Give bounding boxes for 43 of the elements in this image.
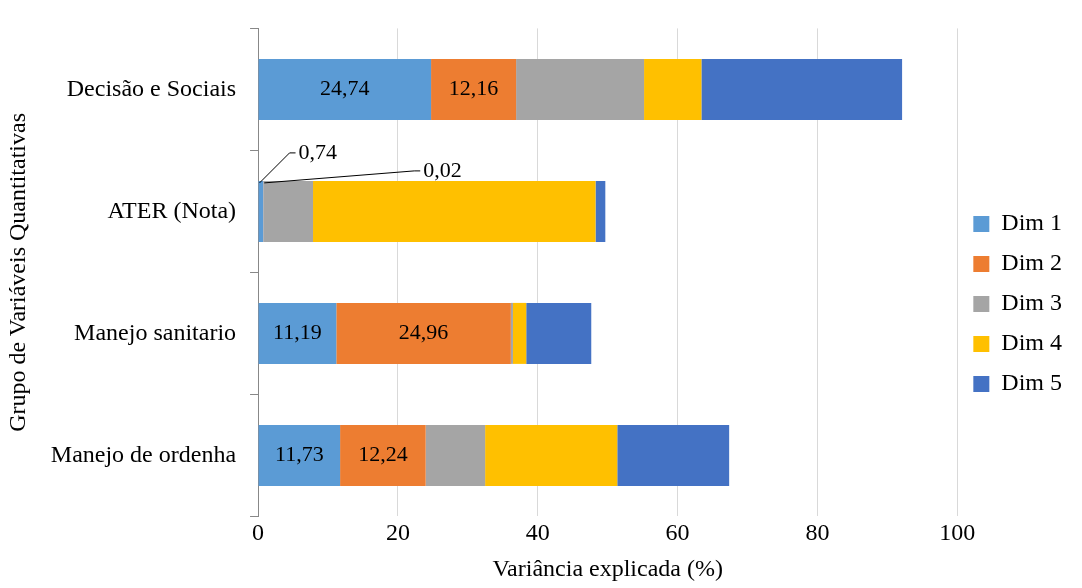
legend-label: Dim 3 (1001, 289, 1062, 316)
y-tick-label: ATER (Nota) (107, 196, 237, 223)
bar (617, 424, 730, 486)
x-tick-label: 20 (385, 519, 410, 546)
data-label: 0,74 (298, 138, 338, 164)
legend-label: Dim 1 (1001, 209, 1062, 236)
legend-label: Dim 2 (1001, 249, 1062, 276)
x-axis-title: Variância explicada (%) (492, 554, 723, 581)
bar (340, 424, 426, 486)
data-label: 11,19 (273, 319, 322, 345)
data-label: 24,74 (320, 75, 370, 101)
bar (516, 58, 645, 120)
data-label: 12,24 (358, 441, 408, 467)
data-label: 11,73 (274, 441, 324, 467)
bar (258, 424, 341, 486)
y-axis-title: Grupo de Variáveis Quantitativas (3, 112, 30, 432)
bar (336, 302, 511, 364)
bar (510, 302, 513, 364)
bar (701, 58, 903, 120)
bar (526, 302, 592, 364)
bar (595, 180, 606, 242)
bar (258, 58, 432, 120)
data-label: 0,02 (423, 156, 462, 182)
y-tick-label: Manejo sanitario (74, 318, 237, 345)
bar (313, 180, 596, 242)
data-label: 24,96 (398, 319, 449, 345)
bar (485, 424, 618, 486)
y-tick-label: Manejo de ordenha (50, 440, 237, 467)
bar (263, 180, 314, 242)
x-tick-label: 100 (939, 519, 976, 546)
x-tick-label: 0 (252, 519, 265, 546)
legend-label: Dim 5 (1001, 369, 1062, 396)
bar (644, 58, 702, 120)
bar (425, 424, 486, 486)
x-tick-label: 60 (665, 519, 690, 546)
x-tick-label: 80 (805, 519, 830, 546)
data-label: 12,16 (448, 75, 499, 101)
legend-label: Dim 4 (1001, 329, 1062, 356)
x-tick-label: 40 (525, 519, 550, 546)
bar (258, 302, 337, 364)
bar (512, 302, 527, 364)
bar (431, 58, 517, 120)
y-tick-label: Decisão e Sociais (66, 74, 237, 101)
